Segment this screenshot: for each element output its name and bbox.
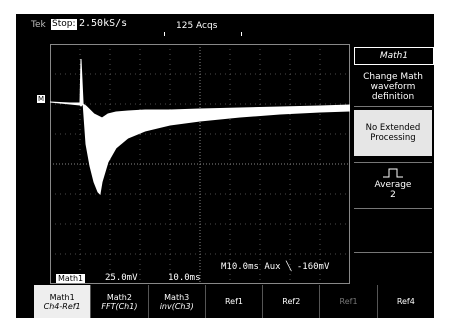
no-extended-line-2: Processing	[370, 133, 416, 143]
trigger-readout: M10.0ms Aux ╲ -160mV	[221, 262, 330, 272]
math-ground-marker: M	[37, 95, 46, 103]
channel-badge: Math1	[56, 274, 86, 283]
math2-button[interactable]: Math2 FFT(Ch1)	[91, 285, 149, 318]
math3-button[interactable]: Math3 inv(Ch3)	[149, 285, 206, 318]
graticule	[50, 44, 350, 284]
side-divider	[354, 252, 432, 253]
ref1-label: Ref1	[224, 297, 243, 306]
sample-rate: 2.50kS/s	[79, 18, 128, 29]
run-status-badge: Stop:	[51, 19, 77, 30]
change-math-line-3: definition	[371, 92, 415, 102]
graticule-axes	[50, 44, 350, 284]
change-math-line-2: waveform	[370, 82, 416, 92]
math1-sub: Ch4-Ref1	[43, 301, 81, 311]
waveform-trace	[50, 58, 350, 196]
no-extended-processing-button[interactable]: No Extended Processing	[354, 110, 432, 156]
brand-label: Tek	[31, 20, 46, 30]
ref1-button[interactable]: Ref1	[206, 285, 264, 318]
ref2-label: Ref2	[282, 297, 301, 306]
graticule-border	[50, 44, 350, 284]
side-menu: Math1 Change Math waveform definition No…	[350, 44, 434, 284]
math2-sub: FFT(Ch1)	[101, 301, 138, 311]
side-divider	[354, 162, 432, 163]
math2-label: Math2	[106, 292, 132, 302]
bottom-menu: Math1 Ch4-Ref1 Math2 FFT(Ch1) Math3 inv(Ch3…	[34, 285, 434, 318]
ref4-label: Ref4	[396, 297, 415, 306]
side-menu-title: Math1	[354, 47, 434, 65]
record-bracket	[164, 32, 242, 36]
average-label: Average	[374, 180, 412, 190]
time-per-div: 10.0ms	[168, 273, 201, 283]
math1-label: Math1	[49, 292, 75, 302]
no-extended-line-1: No Extended	[365, 123, 421, 133]
acquisition-count: 125 Acqs	[176, 21, 218, 31]
ref3-button[interactable]: Ref1	[320, 285, 378, 318]
change-math-line-1: Change Math	[363, 72, 423, 82]
side-divider	[354, 208, 432, 209]
volts-per-div: 25.0mV	[105, 273, 138, 283]
math3-sub: inv(Ch3)	[159, 301, 194, 311]
change-math-button[interactable]: Change Math waveform definition	[354, 72, 432, 102]
math3-label: Math3	[164, 292, 190, 302]
math1-button[interactable]: Math1 Ch4-Ref1	[34, 285, 92, 318]
ref2-button[interactable]: Ref2	[263, 285, 321, 318]
oscilloscope-screen: Tek Stop: 2.50kS/s 125 Acqs M	[16, 14, 434, 318]
ref4-button[interactable]: Ref4	[378, 285, 434, 318]
ref3-label: Ref1	[339, 297, 358, 306]
side-divider	[354, 106, 432, 107]
average-value: 2	[390, 190, 396, 200]
step-pulse-icon	[383, 168, 403, 178]
average-button[interactable]: Average 2	[354, 168, 432, 200]
